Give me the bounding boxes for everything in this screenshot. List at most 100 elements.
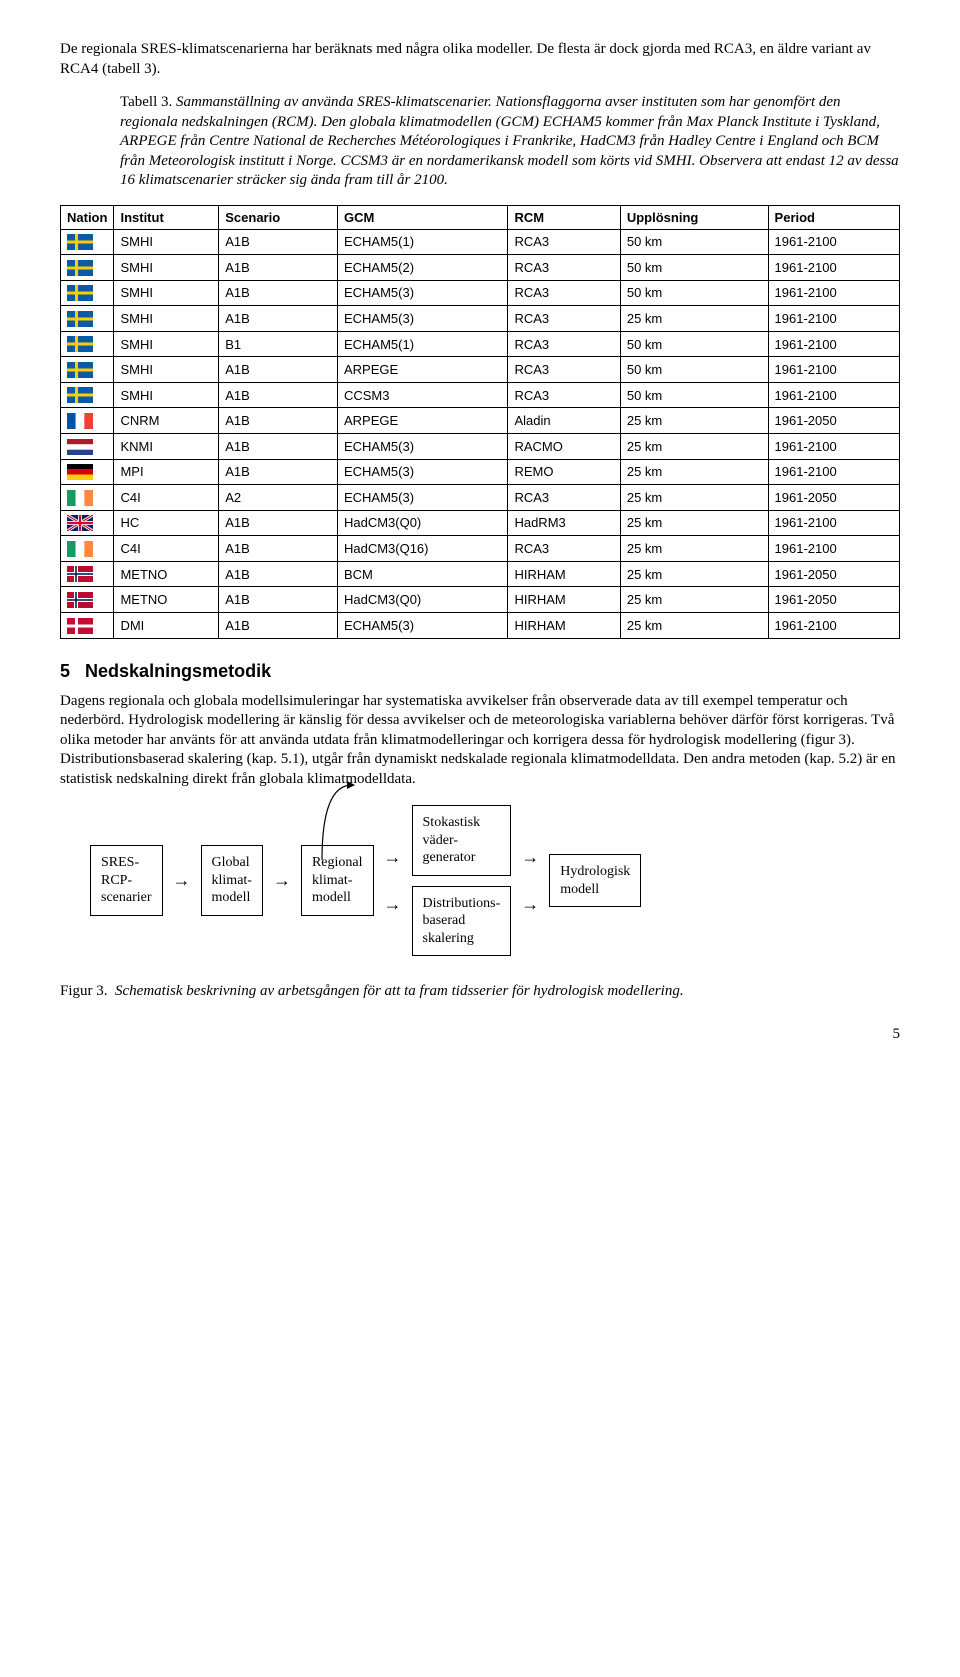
- table-cell: A1B: [219, 510, 338, 536]
- table-header: GCM: [337, 205, 507, 229]
- table-cell: HadCM3(Q16): [337, 536, 507, 562]
- table-cell: 25 km: [620, 612, 768, 638]
- table-cell: A1B: [219, 612, 338, 638]
- table-cell: 25 km: [620, 536, 768, 562]
- table-cell: A1B: [219, 357, 338, 383]
- table-cell: RCA3: [508, 382, 620, 408]
- table-cell: A1B: [219, 459, 338, 485]
- flag-icon: [61, 255, 114, 281]
- table-cell: A1B: [219, 434, 338, 460]
- table-cell: SMHI: [114, 306, 219, 332]
- section-number: 5: [60, 661, 70, 681]
- table-cell: METNO: [114, 587, 219, 613]
- table-cell: A1B: [219, 408, 338, 434]
- table-cell: ECHAM5(3): [337, 434, 507, 460]
- table-cell: 1961-2100: [768, 612, 899, 638]
- table-cell: ECHAM5(3): [337, 280, 507, 306]
- flag-icon: [61, 510, 114, 536]
- flow-box-distribution: Distributions-baseradskalering: [412, 886, 512, 957]
- table-cell: 1961-2100: [768, 280, 899, 306]
- table-cell: C4I: [114, 536, 219, 562]
- table-cell: 50 km: [620, 382, 768, 408]
- flow-box-sres: SRES-RCP-scenarier: [90, 845, 163, 916]
- table-cell: A1B: [219, 536, 338, 562]
- figure-caption-label: Figur 3.: [60, 983, 108, 999]
- flag-icon: [61, 382, 114, 408]
- arrow-icon: →: [384, 894, 402, 915]
- table-cell: ECHAM5(3): [337, 612, 507, 638]
- table-cell: 25 km: [620, 561, 768, 587]
- table-cell: RCA3: [508, 280, 620, 306]
- table-row: METNOA1BBCMHIRHAM25 km1961-2050: [61, 561, 900, 587]
- table-cell: MPI: [114, 459, 219, 485]
- flag-icon: [61, 357, 114, 383]
- table-cell: 1961-2050: [768, 485, 899, 511]
- flow-box-stochastic: Stokastiskväder-generator: [412, 805, 512, 876]
- flow-diagram: SRES-RCP-scenarier → Globalklimat-modell…: [90, 805, 900, 956]
- flag-icon: [61, 561, 114, 587]
- table-cell: 25 km: [620, 459, 768, 485]
- table-cell: SMHI: [114, 357, 219, 383]
- flag-icon: [61, 587, 114, 613]
- table-cell: Aladin: [508, 408, 620, 434]
- table-cell: ECHAM5(2): [337, 255, 507, 281]
- table-cell: 1961-2100: [768, 510, 899, 536]
- table-cell: SMHI: [114, 280, 219, 306]
- table-header: Upplösning: [620, 205, 768, 229]
- table-cell: RCA3: [508, 357, 620, 383]
- table-row: SMHIB1ECHAM5(1)RCA350 km1961-2100: [61, 331, 900, 357]
- table-cell: ARPEGE: [337, 357, 507, 383]
- table-cell: A1B: [219, 280, 338, 306]
- table-row: CNRMA1BARPEGEAladin25 km1961-2050: [61, 408, 900, 434]
- arrow-icon: →: [521, 847, 539, 868]
- table-header: Scenario: [219, 205, 338, 229]
- table-row: C4IA1BHadCM3(Q16)RCA325 km1961-2100: [61, 536, 900, 562]
- table-cell: 1961-2100: [768, 255, 899, 281]
- table-row: SMHIA1BECHAM5(3)RCA325 km1961-2100: [61, 306, 900, 332]
- table-header: Period: [768, 205, 899, 229]
- table-cell: 25 km: [620, 587, 768, 613]
- section-title: Nedskalningsmetodik: [85, 661, 271, 681]
- table-cell: 25 km: [620, 434, 768, 460]
- table-cell: 1961-2100: [768, 306, 899, 332]
- flag-icon: [61, 459, 114, 485]
- flow-box-hydro: Hydrologiskmodell: [549, 854, 641, 907]
- table-cell: ECHAM5(3): [337, 459, 507, 485]
- table-cell: A1B: [219, 561, 338, 587]
- table-cell: A2: [219, 485, 338, 511]
- table-caption-label: Tabell 3.: [120, 94, 172, 110]
- table-cell: RCA3: [508, 331, 620, 357]
- arrow-icon: →: [273, 870, 291, 891]
- table-cell: KNMI: [114, 434, 219, 460]
- table-cell: 25 km: [620, 485, 768, 511]
- table-cell: 50 km: [620, 357, 768, 383]
- flag-icon: [61, 408, 114, 434]
- table-cell: B1: [219, 331, 338, 357]
- table-cell: 1961-2100: [768, 536, 899, 562]
- table-cell: 50 km: [620, 255, 768, 281]
- arrow-icon: →: [521, 894, 539, 915]
- table-cell: HIRHAM: [508, 561, 620, 587]
- table-cell: 1961-2050: [768, 587, 899, 613]
- table-cell: SMHI: [114, 255, 219, 281]
- table-cell: RCA3: [508, 229, 620, 255]
- page-number: 5: [60, 1026, 900, 1043]
- table-cell: RCA3: [508, 485, 620, 511]
- table-cell: HadRM3: [508, 510, 620, 536]
- flag-icon: [61, 331, 114, 357]
- table-cell: HIRHAM: [508, 612, 620, 638]
- table-row: C4IA2ECHAM5(3)RCA325 km1961-2050: [61, 485, 900, 511]
- flag-icon: [61, 434, 114, 460]
- table-cell: 25 km: [620, 510, 768, 536]
- table-cell: 25 km: [620, 408, 768, 434]
- table-cell: 1961-2100: [768, 459, 899, 485]
- table-row: SMHIA1BECHAM5(3)RCA350 km1961-2100: [61, 280, 900, 306]
- arrow-icon: →: [173, 870, 191, 891]
- table-cell: ECHAM5(1): [337, 229, 507, 255]
- table-row: MPIA1BECHAM5(3)REMO25 km1961-2100: [61, 459, 900, 485]
- table-cell: A1B: [219, 255, 338, 281]
- table-cell: RCA3: [508, 255, 620, 281]
- table-cell: 25 km: [620, 306, 768, 332]
- table-cell: SMHI: [114, 382, 219, 408]
- table-cell: 1961-2100: [768, 357, 899, 383]
